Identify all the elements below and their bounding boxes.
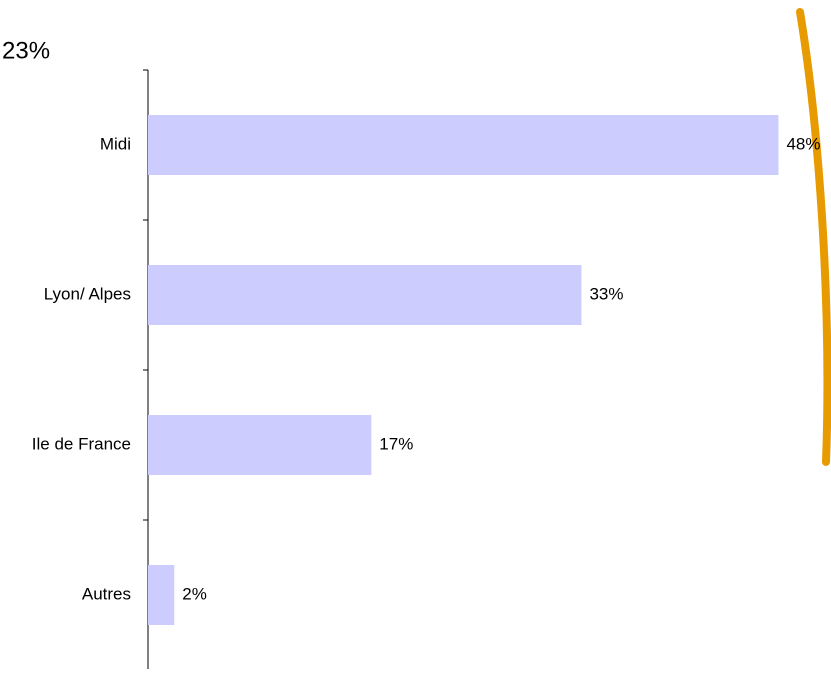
bar bbox=[148, 265, 582, 325]
y-tick-label: Autres bbox=[82, 584, 131, 603]
decorative-curve bbox=[796, 8, 831, 466]
bar bbox=[148, 115, 779, 175]
bar bbox=[148, 565, 175, 625]
value-label: 2% bbox=[182, 584, 207, 603]
y-tick-label: Lyon/ Alpes bbox=[44, 284, 131, 303]
value-label: 33% bbox=[589, 284, 623, 303]
annotation: 23% bbox=[2, 37, 50, 64]
value-label: 48% bbox=[786, 134, 820, 153]
y-tick-label: Ile de France bbox=[32, 434, 131, 453]
value-label: 17% bbox=[379, 434, 413, 453]
y-tick-label: Midi bbox=[100, 134, 131, 153]
bar bbox=[148, 415, 372, 475]
